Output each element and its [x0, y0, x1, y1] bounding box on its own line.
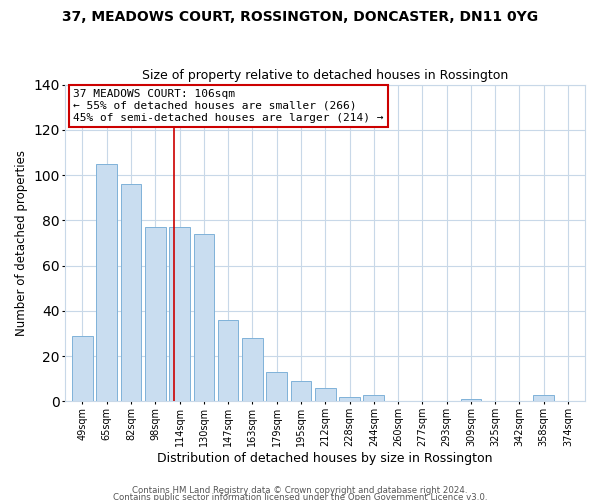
Bar [315, 388, 335, 402]
Bar [266, 372, 287, 402]
Text: 37 MEADOWS COURT: 106sqm
← 55% of detached houses are smaller (266)
45% of semi-: 37 MEADOWS COURT: 106sqm ← 55% of detach… [73, 90, 384, 122]
Bar [461, 399, 481, 402]
Text: Contains HM Land Registry data © Crown copyright and database right 2024.: Contains HM Land Registry data © Crown c… [132, 486, 468, 495]
Title: Size of property relative to detached houses in Rossington: Size of property relative to detached ho… [142, 69, 508, 82]
X-axis label: Distribution of detached houses by size in Rossington: Distribution of detached houses by size … [157, 452, 493, 465]
Bar [121, 184, 142, 402]
Bar [145, 227, 166, 402]
Bar [533, 394, 554, 402]
Bar [169, 227, 190, 402]
Y-axis label: Number of detached properties: Number of detached properties [15, 150, 28, 336]
Bar [364, 394, 384, 402]
Bar [290, 381, 311, 402]
Bar [242, 338, 263, 402]
Text: 37, MEADOWS COURT, ROSSINGTON, DONCASTER, DN11 0YG: 37, MEADOWS COURT, ROSSINGTON, DONCASTER… [62, 10, 538, 24]
Bar [194, 234, 214, 402]
Bar [218, 320, 238, 402]
Text: Contains public sector information licensed under the Open Government Licence v3: Contains public sector information licen… [113, 494, 487, 500]
Bar [72, 336, 93, 402]
Bar [339, 397, 360, 402]
Bar [97, 164, 117, 402]
